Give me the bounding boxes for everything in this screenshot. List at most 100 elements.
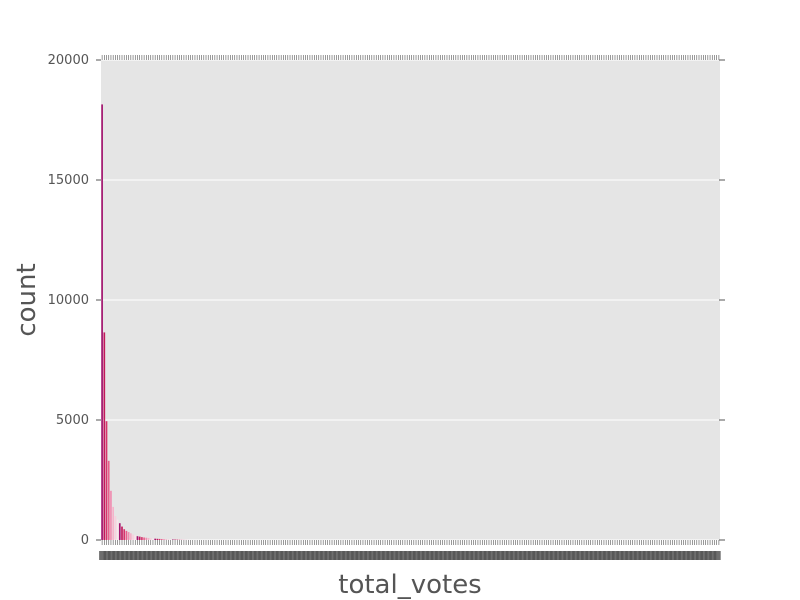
bar [132, 534, 134, 540]
x-tick-label-glyph [218, 551, 226, 560]
x-tick-label-glyph [660, 551, 668, 560]
x-tick-label-glyph [275, 551, 283, 560]
grid-lines [101, 59, 720, 541]
x-tick-label-glyph [245, 551, 253, 560]
y-axis-label: count [12, 263, 42, 336]
x-tick-label-glyph [240, 551, 248, 560]
x-tick-label-glyph [505, 551, 513, 560]
x-tick-label-glyph [116, 551, 124, 560]
x-tick-label-glyph [492, 551, 500, 560]
x-tick-label-glyph [497, 551, 505, 560]
x-tick-label-glyph [470, 551, 478, 560]
x-tick-label-glyph [386, 551, 394, 560]
bar [121, 526, 123, 540]
x-tick-label-glyph [267, 551, 275, 560]
x-tick-label-glyph [625, 551, 633, 560]
x-tick-label-glyph [178, 551, 186, 560]
x-tick-label-glyph [382, 551, 390, 560]
x-tick-label-glyph [359, 551, 367, 560]
x-tick-label-glyph [404, 551, 412, 560]
x-tick-label-glyph [258, 551, 266, 560]
bar [156, 538, 159, 540]
bar [160, 539, 163, 540]
x-tick-label-glyph [572, 551, 580, 560]
x-tick-label-glyph [222, 551, 230, 560]
bar [154, 538, 156, 540]
x-tick-label-glyph [687, 551, 695, 560]
x-tick-label-glyph [253, 551, 261, 560]
x-axis-label: total_votes [338, 570, 481, 600]
x-tick-label-glyph [183, 551, 191, 560]
x-tick-label-glyph [443, 551, 451, 560]
x-tick-label-glyph [704, 551, 712, 560]
x-tick-label-glyph [205, 551, 213, 560]
x-tick-label-glyph [452, 551, 460, 560]
bar [118, 523, 121, 540]
bar [141, 537, 143, 540]
bar [110, 490, 112, 540]
x-tick-label-glyph [607, 551, 615, 560]
x-tick-label-glyph [209, 551, 217, 560]
x-tick-label-glyph [567, 551, 575, 560]
x-tick-label-glyph [532, 551, 540, 560]
x-tick-label-glyph [514, 551, 522, 560]
x-tick-label-glyph [373, 551, 381, 560]
bar [130, 533, 132, 540]
x-tick-label-glyph [678, 551, 686, 560]
x-tick-label-glyph [196, 551, 204, 560]
x-tick-label-glyph [368, 551, 376, 560]
x-tick-label-glyph [351, 551, 359, 560]
x-tick-label-glyph [585, 551, 593, 560]
bar [101, 104, 103, 541]
x-tick-label-glyph [302, 551, 310, 560]
x-tick-label-glyph [488, 551, 496, 560]
x-tick-label-glyph [435, 551, 443, 560]
x-tick-labels [99, 551, 721, 560]
x-tick-label-glyph [125, 551, 133, 560]
x-tick-label-glyph [390, 551, 398, 560]
bar [134, 535, 137, 540]
x-tick-label-glyph [527, 551, 535, 560]
x-tick-label-glyph [320, 551, 328, 560]
x-tick-label-glyph [558, 551, 566, 560]
x-tick-label-glyph [519, 551, 527, 560]
x-tick-label-glyph [156, 551, 164, 560]
x-tick-label-glyph [99, 551, 107, 560]
x-tick-label-glyph [147, 551, 155, 560]
x-tick-label-glyph [103, 551, 111, 560]
bar [127, 532, 130, 540]
x-tick-label-glyph [134, 551, 142, 560]
x-tick-label-glyph [231, 551, 239, 560]
bar [136, 536, 139, 540]
x-tick-label-glyph [541, 551, 549, 560]
x-tick-label-glyph [121, 551, 129, 560]
x-tick-label-glyph [682, 551, 690, 560]
bar [169, 539, 172, 540]
y-tick-label: 10000 [48, 293, 89, 308]
x-tick-label-glyph [298, 551, 306, 560]
x-tick-label-glyph [474, 551, 482, 560]
x-tick-label-glyph [236, 551, 244, 560]
x-tick-label-glyph [647, 551, 655, 560]
x-tick-label-glyph [130, 551, 138, 560]
bar [116, 519, 119, 540]
x-tick-label-glyph [430, 551, 438, 560]
x-tick-label-glyph [399, 551, 407, 560]
x-tick-label-glyph [342, 551, 350, 560]
x-tick-label-glyph [315, 551, 323, 560]
x-tick-label-glyph [576, 551, 584, 560]
x-tick-label-glyph [603, 551, 611, 560]
x-tick-label-glyph [673, 551, 681, 560]
x-tick-label-glyph [364, 551, 372, 560]
x-tick-label-glyph [280, 551, 288, 560]
bar [165, 539, 168, 540]
x-tick-label-glyph [563, 551, 571, 560]
x-tick-label-glyph [143, 551, 151, 560]
x-tick-label-glyph [611, 551, 619, 560]
x-tick-label-glyph [700, 551, 708, 560]
x-tick-label-glyph [691, 551, 699, 560]
x-tick-label-glyph [214, 551, 222, 560]
x-tick-label-glyph [408, 551, 416, 560]
x-tick-label-glyph [616, 551, 624, 560]
